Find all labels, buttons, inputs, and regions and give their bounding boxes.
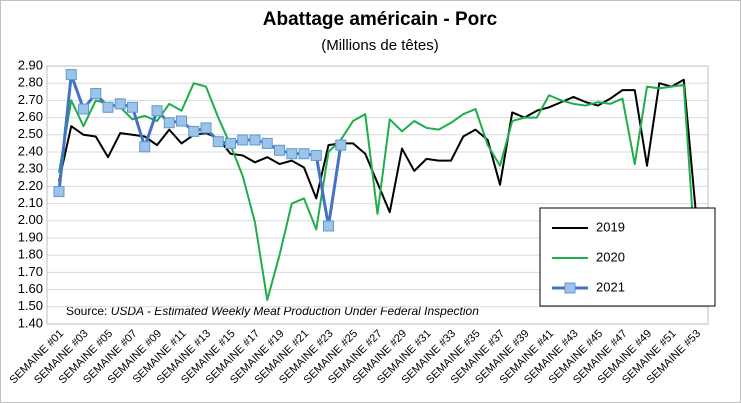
legend-label: 2019 [596,219,625,234]
series-marker [188,125,200,137]
source-label: Source: [66,304,107,318]
y-tick-label: 2.30 [18,161,43,176]
legend-marker [564,282,576,294]
y-tick-label: 2.90 [18,57,43,72]
plot-frame [46,65,709,325]
series-marker [163,117,175,129]
y-tick-label: 2.50 [18,126,43,141]
series-marker [127,101,138,113]
y-tick-label: 2.60 [18,109,43,124]
y-tick-label: 1.60 [18,281,43,296]
series-marker [139,141,151,153]
y-tick-label: 1.80 [18,247,43,262]
series-marker [261,137,273,149]
y-tick-label: 1.90 [18,229,43,244]
series-line [58,78,697,215]
series-marker [53,186,65,198]
y-tick-label: 2.10 [18,195,43,210]
series-marker [65,69,77,81]
series-marker [237,134,249,146]
series-marker [323,220,334,232]
y-tick-label: 2.40 [18,143,43,158]
series-marker [200,122,212,134]
series-marker [151,105,163,117]
chart-title: Abattage américain - Porc [263,9,498,30]
legend-label: 2020 [596,249,625,264]
y-tick-label: 1.50 [18,298,43,313]
source-text: USDA - Estimated Weekly Meat Production … [111,304,479,318]
legend-label: 2021 [596,279,625,294]
series-marker [212,136,224,148]
series-marker [102,101,114,113]
y-tick-label: 1.70 [18,264,43,279]
series-marker [310,149,322,161]
series-marker [176,115,187,127]
y-tick-label: 2.80 [18,75,43,90]
series-marker [274,144,285,156]
series-marker [335,139,347,151]
series-marker [78,103,89,115]
y-tick-label: 1.40 [18,315,43,330]
series-line [58,82,697,301]
series-marker [90,88,102,100]
source-note: Source: USDA - Estimated Weekly Meat Pro… [66,304,479,318]
y-tick-label: 2.70 [18,92,43,107]
series-marker [249,134,261,146]
y-tick-label: 2.20 [18,178,43,193]
y-tick-label: 2.00 [18,212,43,227]
series-marker [225,137,236,149]
chart-subtitle: (Millions de têtes) [321,37,439,54]
series-marker [286,148,298,160]
series-marker [298,148,310,160]
series-marker [114,98,126,110]
